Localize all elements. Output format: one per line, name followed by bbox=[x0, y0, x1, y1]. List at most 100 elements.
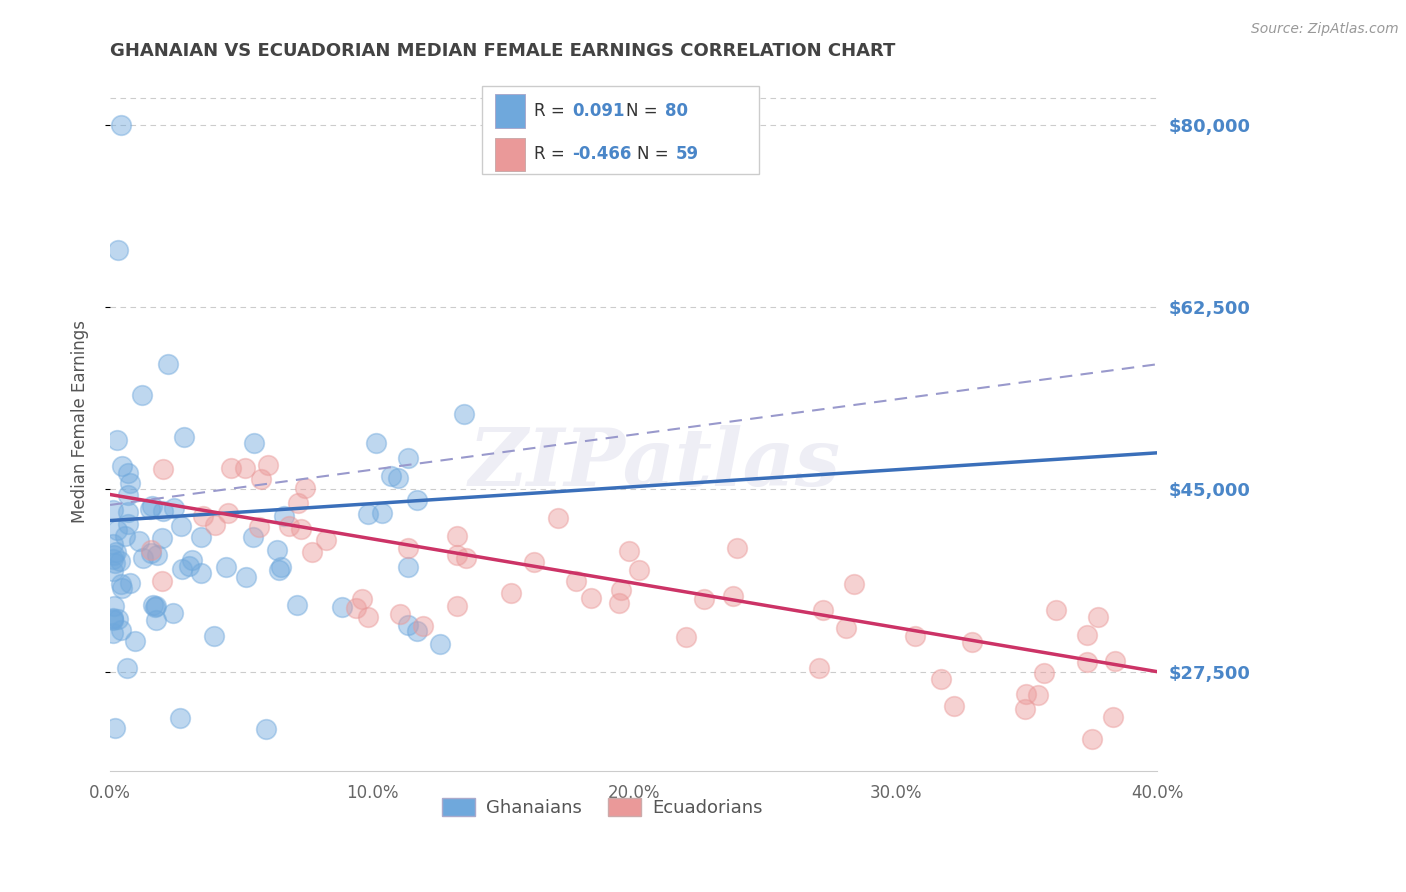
Point bbox=[285, 598, 308, 612]
Point bbox=[844, 577, 866, 591]
Point bbox=[117, 466, 139, 480]
Point bbox=[693, 592, 716, 607]
Point bbox=[105, 545, 128, 559]
Point bbox=[202, 629, 225, 643]
Text: N =: N = bbox=[626, 102, 664, 120]
Point bbox=[101, 564, 124, 578]
Point bbox=[357, 507, 380, 521]
Point bbox=[315, 533, 337, 548]
Point bbox=[162, 606, 184, 620]
Point bbox=[628, 563, 651, 577]
Point bbox=[960, 635, 983, 649]
Point bbox=[110, 623, 132, 637]
Point bbox=[150, 574, 173, 588]
Text: ZIPatlas: ZIPatlas bbox=[468, 425, 841, 502]
Point bbox=[111, 458, 134, 473]
Point bbox=[929, 673, 952, 687]
Point bbox=[101, 626, 124, 640]
Point bbox=[364, 436, 387, 450]
Point bbox=[523, 555, 546, 569]
Point bbox=[115, 661, 138, 675]
Point bbox=[132, 550, 155, 565]
Text: GHANAIAN VS ECUADORIAN MEDIAN FEMALE EARNINGS CORRELATION CHART: GHANAIAN VS ECUADORIAN MEDIAN FEMALE EAR… bbox=[110, 42, 896, 60]
Point bbox=[145, 599, 167, 614]
Point bbox=[357, 610, 380, 624]
Point bbox=[301, 544, 323, 558]
Text: 80: 80 bbox=[665, 102, 688, 120]
Point bbox=[107, 612, 129, 626]
Point bbox=[405, 624, 427, 639]
Point bbox=[117, 517, 139, 532]
Point bbox=[270, 560, 292, 574]
Point bbox=[454, 550, 477, 565]
Point bbox=[499, 586, 522, 600]
Point bbox=[721, 589, 744, 603]
Point bbox=[138, 501, 160, 516]
Point bbox=[903, 629, 925, 643]
FancyBboxPatch shape bbox=[495, 94, 524, 128]
Legend: Ghanaians, Ecuadorians: Ghanaians, Ecuadorians bbox=[434, 790, 769, 824]
Point bbox=[172, 562, 194, 576]
Point bbox=[141, 499, 163, 513]
Point bbox=[107, 243, 129, 257]
Point bbox=[163, 500, 186, 515]
Point bbox=[453, 407, 475, 421]
Point bbox=[104, 721, 127, 735]
Point bbox=[380, 469, 402, 483]
Point bbox=[242, 530, 264, 544]
Point bbox=[173, 429, 195, 443]
Point bbox=[1014, 702, 1036, 716]
Point bbox=[429, 637, 451, 651]
Point bbox=[1087, 610, 1109, 624]
Point bbox=[139, 546, 162, 560]
Point bbox=[1104, 654, 1126, 668]
Point bbox=[811, 603, 834, 617]
Point bbox=[250, 472, 273, 486]
Point bbox=[131, 388, 153, 402]
Point bbox=[118, 475, 141, 490]
Point bbox=[1076, 627, 1098, 641]
Point bbox=[406, 492, 429, 507]
Point bbox=[396, 451, 419, 466]
Text: R =: R = bbox=[534, 102, 571, 120]
Point bbox=[169, 518, 191, 533]
Point bbox=[396, 541, 419, 555]
Point bbox=[145, 614, 167, 628]
Point bbox=[1102, 710, 1125, 724]
Text: -0.466: -0.466 bbox=[572, 145, 631, 163]
Point bbox=[344, 601, 367, 615]
Point bbox=[152, 462, 174, 476]
Point bbox=[101, 551, 124, 566]
Point bbox=[247, 520, 270, 534]
Point bbox=[177, 558, 200, 573]
Point bbox=[204, 517, 226, 532]
Point bbox=[371, 507, 394, 521]
Point bbox=[1015, 686, 1038, 700]
FancyBboxPatch shape bbox=[495, 137, 524, 171]
Point bbox=[256, 458, 278, 473]
Point bbox=[835, 621, 858, 635]
Point bbox=[219, 460, 242, 475]
Text: R =: R = bbox=[534, 145, 571, 163]
Point bbox=[387, 471, 409, 485]
Point bbox=[124, 634, 146, 648]
Point bbox=[104, 556, 127, 570]
Point bbox=[139, 543, 162, 558]
Point bbox=[610, 582, 633, 597]
Point bbox=[190, 566, 212, 581]
Point bbox=[725, 541, 748, 555]
Point bbox=[169, 711, 191, 725]
Point bbox=[101, 536, 124, 550]
Point bbox=[243, 436, 266, 450]
Point bbox=[101, 611, 124, 625]
Point bbox=[235, 570, 257, 584]
Point bbox=[190, 530, 212, 544]
Point bbox=[146, 548, 169, 562]
Point bbox=[294, 481, 316, 495]
Point bbox=[128, 534, 150, 549]
Point bbox=[105, 433, 128, 447]
Point bbox=[101, 613, 124, 627]
Point bbox=[675, 630, 697, 644]
FancyBboxPatch shape bbox=[482, 87, 759, 174]
Point bbox=[565, 574, 588, 588]
